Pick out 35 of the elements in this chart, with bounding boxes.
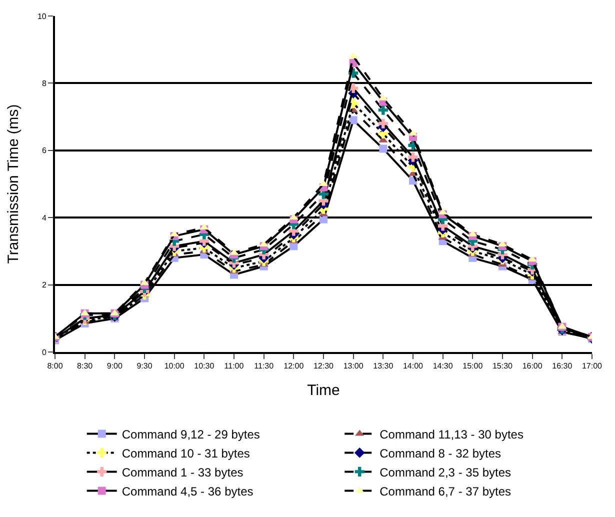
x-tick-label: 13:30 (373, 362, 394, 371)
x-tick-label: 15:00 (462, 362, 484, 371)
legend-label: Command 1 - 33 bytes (122, 465, 244, 480)
x-tick-label: 14:00 (402, 362, 424, 371)
x-tick-label: 10:00 (164, 362, 185, 371)
y-axis-title: Transmission Time (ms) (5, 104, 22, 264)
x-tick-label: 9:00 (106, 362, 123, 371)
legend-label: Command 6,7 - 37 bytes (380, 484, 512, 498)
x-tick-label: 11:30 (254, 362, 274, 371)
legend-label: Command 2,3 - 35 bytes (380, 465, 512, 480)
y-tick-label: 8 (42, 79, 47, 88)
x-tick-label: 11:00 (224, 362, 244, 371)
x-tick-label: 10:30 (194, 362, 215, 371)
y-tick-label: 4 (42, 213, 47, 222)
y-tick-label: 0 (42, 348, 47, 357)
y-tick-label: 10 (37, 12, 47, 21)
y-tick-label: 6 (42, 146, 47, 156)
x-tick-label: 16:30 (552, 362, 573, 371)
y-tick-label: 2 (42, 280, 47, 290)
x-tick-label: 14:30 (432, 362, 454, 371)
x-tick-label: 8:30 (77, 362, 94, 371)
legend-label: Command 4,5 - 36 bytes (122, 484, 254, 498)
legend-label: Command 11,13 - 30 bytes (380, 427, 524, 442)
x-tick-label: 8:00 (47, 362, 64, 371)
legend-label: Command 10 - 31 bytes (122, 446, 250, 460)
x-axis-title: Time (307, 382, 340, 400)
x-tick-label: 16:00 (522, 362, 543, 371)
legend-label: Command 9,12 - 29 bytes (122, 427, 260, 442)
x-tick-label: 17:00 (582, 362, 603, 371)
x-tick-label: 13:00 (343, 362, 364, 371)
x-tick-label: 9:30 (136, 362, 153, 371)
x-tick-label: 12:30 (313, 362, 334, 371)
x-tick-label: 15:30 (492, 362, 514, 371)
x-tick-label: 12:00 (284, 362, 304, 371)
legend-label: Command 8 - 32 bytes (380, 446, 501, 460)
